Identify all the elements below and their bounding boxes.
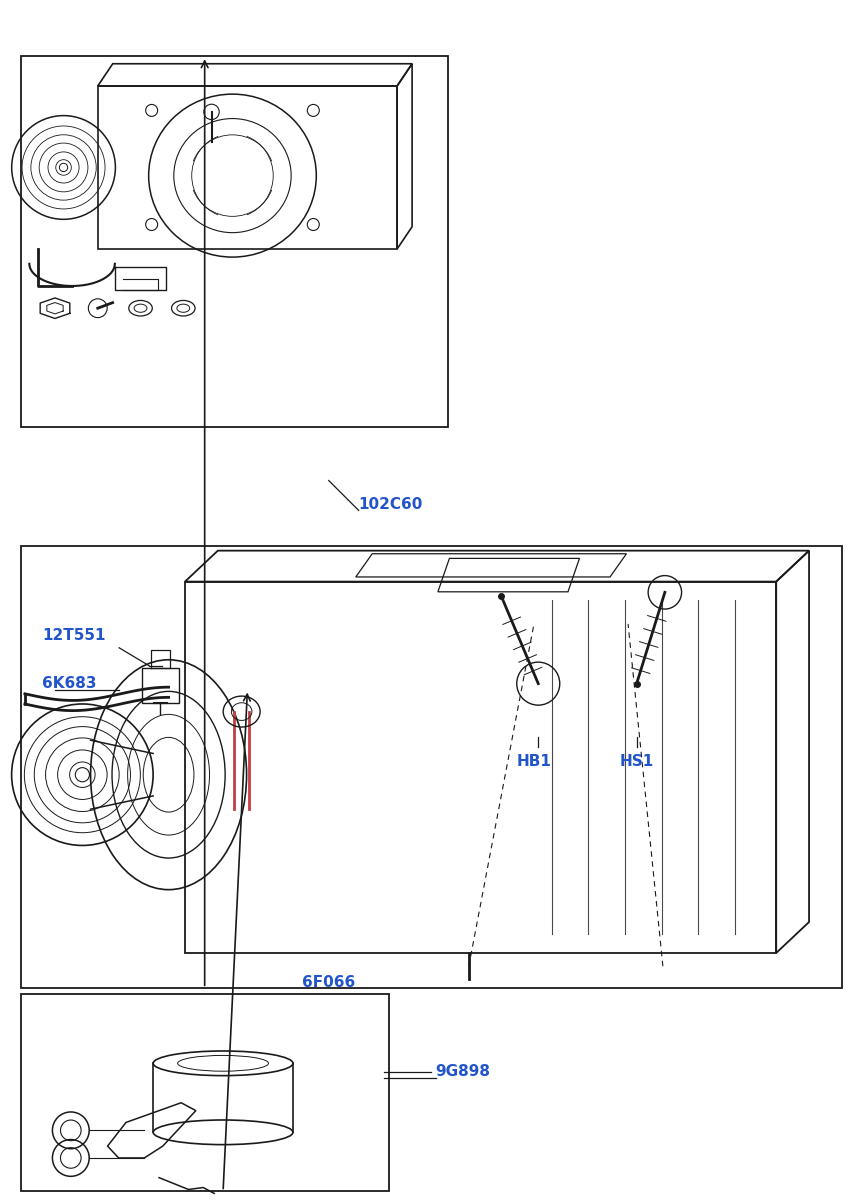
Bar <box>684 696 705 726</box>
Bar <box>619 666 641 696</box>
Bar <box>662 726 684 755</box>
Text: HS1: HS1 <box>619 754 654 769</box>
Bar <box>748 606 769 636</box>
Text: 9G898: 9G898 <box>436 1064 490 1080</box>
Text: SCHÖMANN: SCHÖMANN <box>79 594 647 677</box>
Bar <box>748 726 769 755</box>
Bar <box>641 755 662 785</box>
Bar <box>748 546 769 576</box>
Bar <box>662 606 684 636</box>
Bar <box>705 606 727 636</box>
Bar <box>705 666 727 696</box>
Text: 6K683: 6K683 <box>42 676 97 691</box>
Bar <box>662 546 684 576</box>
Bar <box>769 576 790 606</box>
Bar <box>641 696 662 726</box>
Text: 102C60: 102C60 <box>359 497 423 512</box>
Bar <box>705 726 727 755</box>
Bar <box>662 666 684 696</box>
Bar <box>619 546 641 576</box>
Bar <box>143 668 180 703</box>
Bar <box>98 86 397 248</box>
Bar <box>705 546 727 576</box>
Bar <box>185 582 777 953</box>
Bar <box>727 576 748 606</box>
Bar <box>684 576 705 606</box>
Bar <box>619 726 641 755</box>
Bar <box>727 636 748 666</box>
Bar <box>748 666 769 696</box>
Bar <box>21 995 388 1192</box>
Bar <box>21 546 842 989</box>
Bar <box>684 755 705 785</box>
Text: 12T551: 12T551 <box>42 629 106 643</box>
Bar <box>769 696 790 726</box>
Bar <box>727 755 748 785</box>
Bar <box>21 56 448 427</box>
Bar <box>641 636 662 666</box>
Bar <box>684 636 705 666</box>
Text: HB1: HB1 <box>516 754 551 769</box>
Bar <box>769 755 790 785</box>
Text: 6F066: 6F066 <box>302 974 356 990</box>
Bar <box>619 606 641 636</box>
Bar <box>641 576 662 606</box>
Bar <box>769 636 790 666</box>
Bar <box>727 696 748 726</box>
